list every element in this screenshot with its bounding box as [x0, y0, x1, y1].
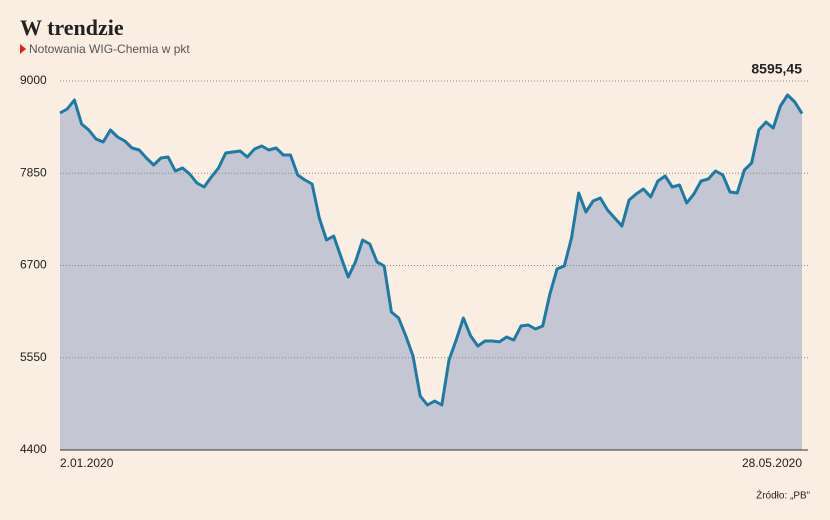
line [59, 93, 804, 407]
y-tick-label: 9000 [20, 73, 47, 87]
y-tick-label: 5550 [20, 350, 47, 364]
y-tick-label: 6700 [20, 258, 47, 272]
chart-title: W trendzie [20, 15, 124, 40]
x-tick-label: 28.05.2020 [742, 456, 802, 470]
x-tick-label: 2.01.2020 [60, 456, 114, 470]
chart-subtitle: Notowania WIG-Chemia w pkt [29, 42, 190, 56]
subtitle-marker [20, 44, 26, 54]
area [60, 95, 802, 450]
y-tick-label: 7850 [20, 165, 47, 179]
y-tick-label: 4400 [20, 442, 47, 456]
source: Źródło: „PB” [756, 489, 810, 502]
value-label: 8595,45 [751, 61, 802, 77]
